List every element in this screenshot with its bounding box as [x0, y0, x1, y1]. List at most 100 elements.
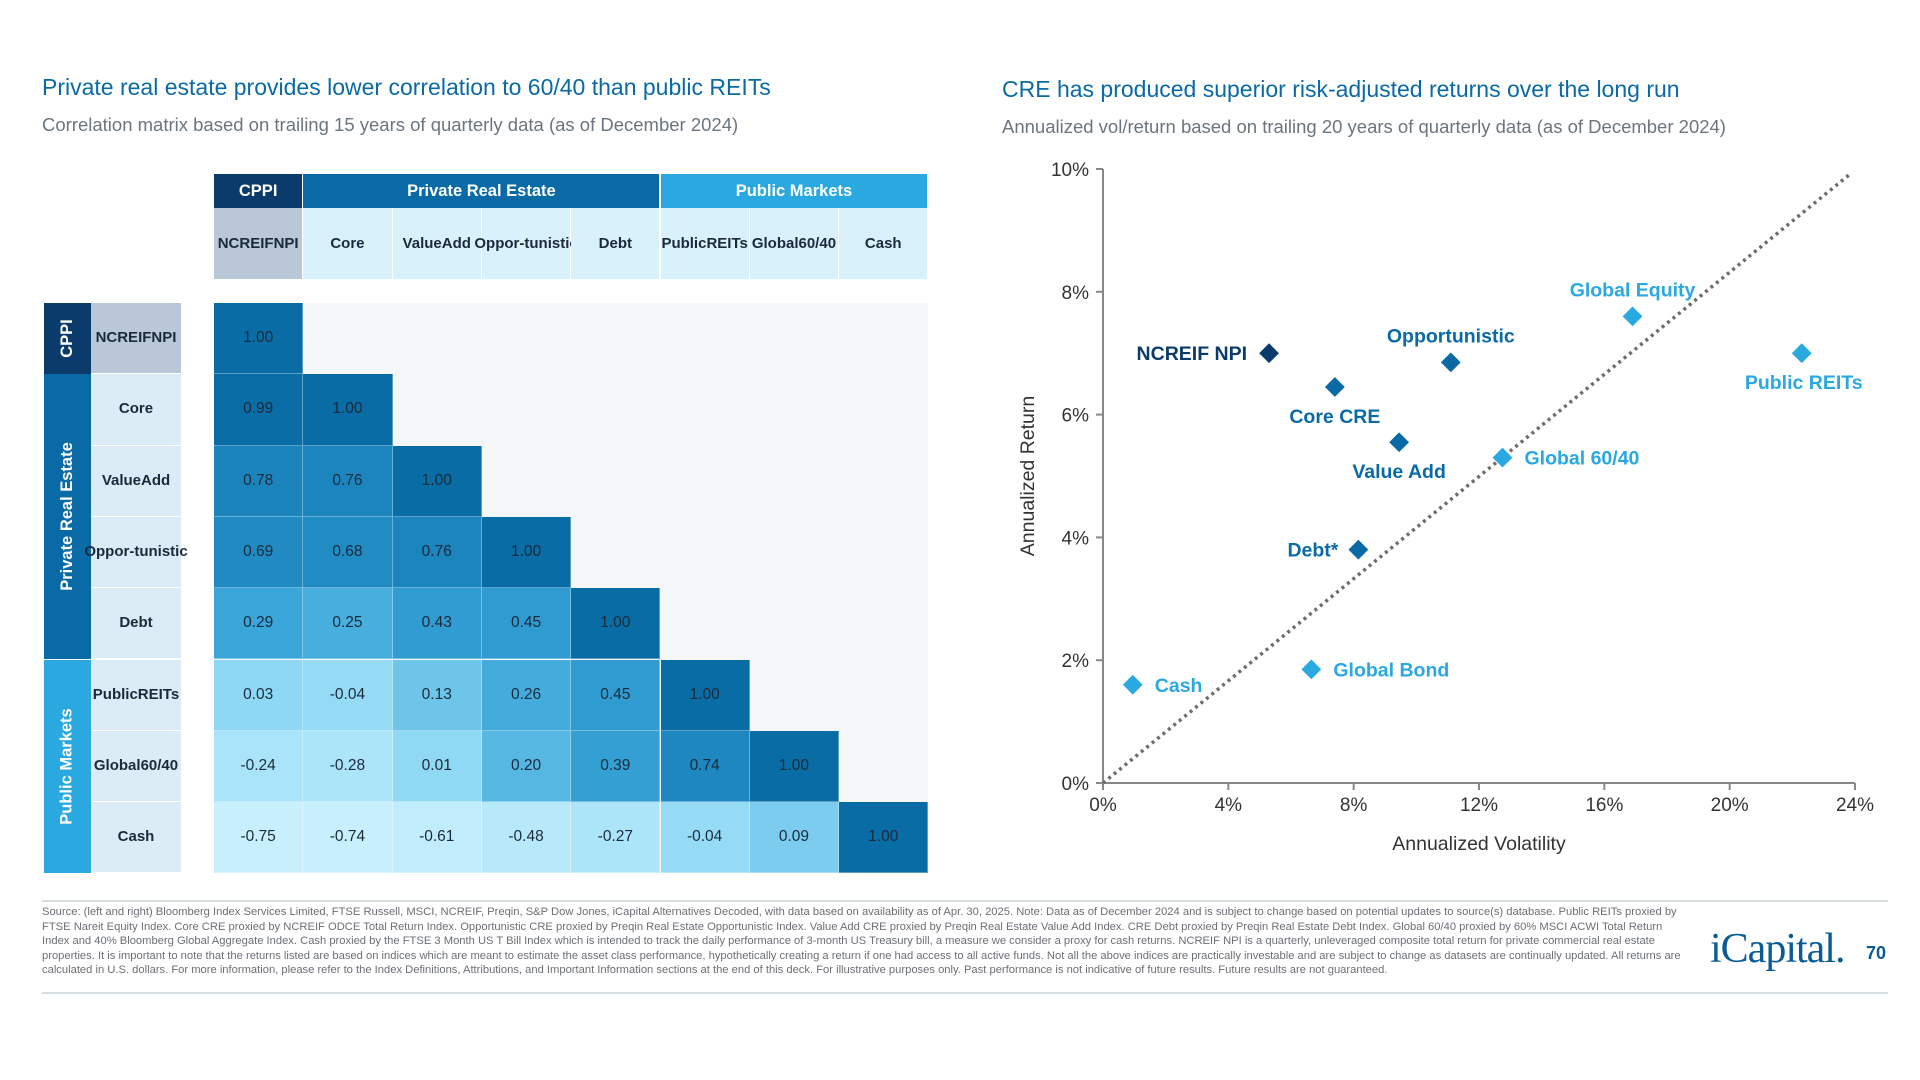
data-point-marker	[1348, 539, 1369, 560]
matrix-cell: 0.03	[214, 659, 304, 731]
column-header: NCREIF NPI	[214, 208, 303, 279]
data-point-label: Opportunistic	[1387, 325, 1515, 347]
right-subtitle: Annualized vol/return based on trailing …	[1002, 116, 1726, 137]
matrix-cell: 1.00	[214, 303, 304, 375]
row-header: Cash	[91, 802, 181, 873]
matrix-cell: 0.01	[392, 730, 482, 803]
group-header: CPPI	[214, 174, 303, 208]
group-row-label: Public Markets	[44, 659, 91, 874]
data-point-label: Global 60/40	[1525, 448, 1640, 470]
data-point-marker	[1492, 447, 1513, 468]
x-tick-label: 4%	[1215, 795, 1243, 816]
x-tick-label: 20%	[1711, 795, 1749, 816]
row-header: Global 60/40	[91, 730, 181, 802]
matrix-cell: -0.04	[660, 802, 750, 874]
data-point-label: Debt*	[1287, 540, 1338, 562]
y-tick-label: 2%	[1062, 651, 1090, 672]
matrix-cell: -0.27	[571, 802, 661, 874]
x-tick-label: 16%	[1585, 795, 1623, 816]
matrix-cell: 0.25	[303, 588, 393, 660]
matrix-cell: 0.68	[303, 516, 393, 589]
matrix-cell: 0.99	[214, 374, 304, 446]
matrix-cell: -0.48	[481, 802, 572, 874]
matrix-cell: 1.00	[660, 659, 750, 731]
data-point-label: Global Bond	[1333, 659, 1449, 681]
data-point-marker	[1122, 674, 1143, 695]
data-point-label: NCREIF NPI	[1137, 343, 1248, 365]
left-title: Private real estate provides lower corre…	[42, 74, 771, 100]
column-header: Core	[303, 208, 392, 279]
column-header: Cash	[839, 208, 928, 279]
data-point-marker	[1259, 343, 1279, 364]
column-header: Value Add	[392, 208, 481, 279]
matrix-cell: 0.26	[481, 659, 572, 731]
y-tick-label: 0%	[1062, 774, 1090, 795]
column-header: Global 60/40	[749, 208, 839, 279]
row-header: Core	[91, 374, 181, 445]
x-axis-label: Annualized Volatility	[1392, 833, 1566, 855]
y-axis-label: Annualized Return	[1017, 396, 1039, 556]
x-tick-label: 12%	[1460, 795, 1498, 816]
matrix-cell: 0.13	[392, 659, 482, 731]
y-tick-label: 6%	[1062, 406, 1090, 427]
group-row-label: Private Real Estate	[44, 374, 91, 660]
row-header: NCREIF NPI	[91, 303, 181, 374]
footnote: Source: (left and right) Bloomberg Index…	[42, 906, 1681, 977]
x-tick-label: 24%	[1836, 795, 1874, 816]
y-tick-label: 8%	[1062, 283, 1090, 304]
data-point-marker	[1324, 377, 1345, 397]
matrix-cell: 0.45	[571, 659, 661, 731]
matrix-cell: -0.75	[214, 802, 304, 874]
matrix-cell: 0.09	[749, 802, 840, 874]
y-tick-label: 4%	[1062, 528, 1090, 549]
divider	[42, 992, 1888, 994]
divider	[42, 900, 1888, 902]
matrix-cell: 1.00	[749, 730, 840, 803]
x-tick-label: 0%	[1089, 795, 1117, 816]
matrix-cell: 0.78	[214, 445, 304, 517]
group-header: Public Markets	[660, 174, 928, 208]
data-point-label: Cash	[1155, 675, 1203, 697]
column-header: Public REITs	[660, 208, 749, 279]
row-header: Value Add	[91, 445, 181, 516]
matrix-cell: 1.00	[571, 588, 661, 660]
data-point-label: Core CRE	[1289, 406, 1380, 428]
matrix-cell: 0.29	[214, 588, 304, 660]
matrix-cell: -0.61	[392, 802, 482, 874]
group-row-label: CPPI	[44, 303, 91, 375]
matrix-cell: -0.04	[303, 659, 393, 731]
matrix-cell: -0.24	[214, 730, 304, 803]
left-subtitle: Correlation matrix based on trailing 15 …	[42, 114, 739, 135]
matrix-cell: 0.74	[660, 730, 750, 803]
matrix-cell: 0.76	[392, 516, 482, 589]
matrix-cell: 0.43	[392, 588, 482, 660]
matrix-cell: 0.20	[481, 730, 572, 803]
group-row-label-text: Private Real Estate	[58, 442, 76, 592]
data-point-label: Value Add	[1352, 461, 1446, 483]
matrix-cell: 0.69	[214, 516, 304, 589]
data-point-marker	[1301, 659, 1322, 680]
matrix-cell: 0.39	[571, 730, 661, 803]
icapital-logo: iCapital.	[1710, 926, 1845, 972]
page-number: 70	[1866, 943, 1887, 963]
data-point-marker	[1389, 432, 1409, 453]
right-title: CRE has produced superior risk-adjusted …	[1002, 76, 1680, 102]
data-point-label: Public REITs	[1745, 372, 1863, 394]
matrix-cell: 1.00	[839, 802, 929, 874]
matrix-cell: -0.74	[303, 802, 393, 874]
group-row-label-text: Public Markets	[58, 708, 76, 825]
column-header: Debt	[571, 208, 660, 279]
data-point-marker	[1791, 343, 1812, 364]
matrix-cell: 0.76	[303, 445, 393, 517]
column-header: Oppor-tunistic	[474, 208, 578, 279]
data-point-marker	[1622, 306, 1643, 327]
row-header: Debt	[91, 588, 181, 659]
data-point-marker	[1440, 352, 1461, 373]
matrix-cell: 0.45	[481, 588, 572, 660]
group-row-label-text: CPPI	[57, 319, 76, 358]
x-tick-label: 8%	[1340, 795, 1368, 816]
scatter-chart: 0% 4% 8% 12% 16% 20% 24% 0% 2% 4% 6% 8% 10% Annualize…	[1017, 160, 1874, 855]
matrix-cell: -0.28	[303, 730, 393, 803]
matrix-cell: 1.00	[481, 516, 572, 589]
row-header: Public REITs	[91, 659, 181, 730]
